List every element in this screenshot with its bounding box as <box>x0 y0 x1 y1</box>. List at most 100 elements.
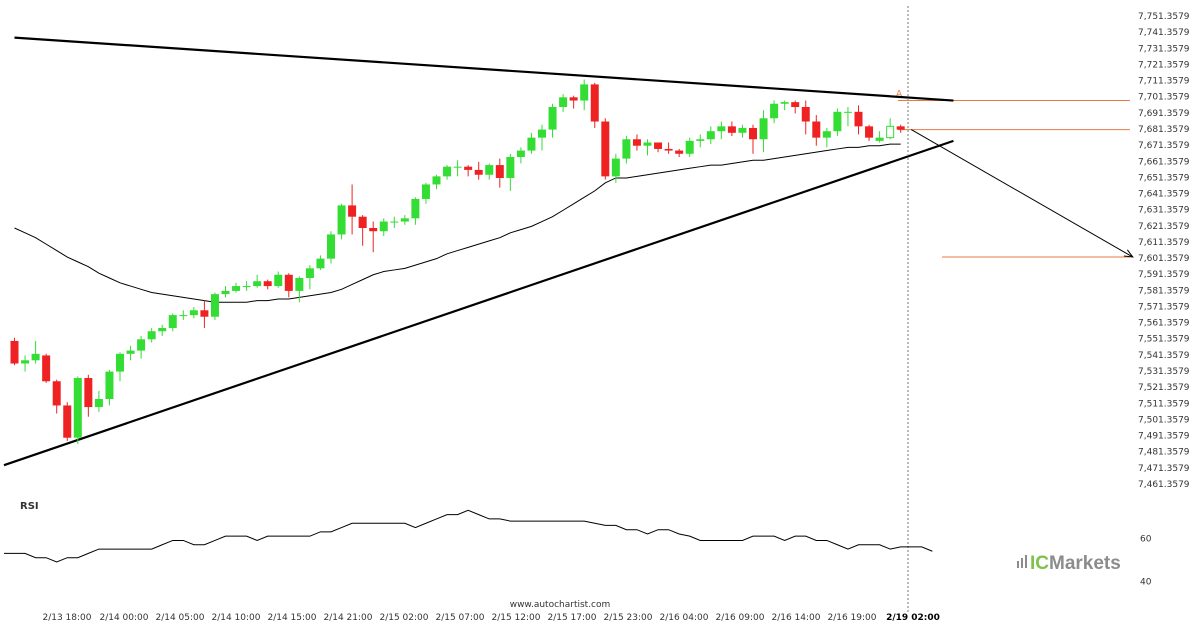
price-tick-label: 7,731.3579 <box>1138 44 1190 54</box>
time-tick-label: 2/15 02:00 <box>379 613 428 623</box>
candle-body <box>369 227 378 232</box>
candle-body <box>116 353 124 372</box>
rsi-title: RSI <box>20 501 39 512</box>
candle-body <box>147 331 156 340</box>
candle <box>137 336 146 359</box>
candle-body <box>538 129 546 138</box>
rsi-panel: RSI 60 40 <box>3 501 1152 587</box>
price-tick-label: 7,711.3579 <box>1138 77 1190 87</box>
candle <box>358 215 367 246</box>
candle <box>875 131 884 143</box>
candle <box>158 324 167 337</box>
candle <box>21 355 30 372</box>
candle-body <box>685 140 694 154</box>
price-tick-label: 7,471.3579 <box>1138 464 1190 474</box>
candle <box>812 115 821 146</box>
candle <box>316 255 325 270</box>
resistance-trendline <box>14 36 954 102</box>
candle <box>400 215 409 225</box>
price-tick-label: 7,551.3579 <box>1138 335 1190 345</box>
candle-body <box>791 102 800 107</box>
candle <box>369 221 378 253</box>
price-axis: 7,751.3579 7,741.3579 7,731.3579 7,721.3579… <box>1138 12 1190 490</box>
candle-body <box>432 176 441 185</box>
candle <box>168 313 177 332</box>
candle-body <box>189 310 198 316</box>
candle <box>52 379 61 414</box>
candle-body <box>253 281 262 287</box>
candle <box>611 153 620 183</box>
candle-body <box>179 315 188 317</box>
candle <box>622 136 631 164</box>
candle-body <box>611 158 620 177</box>
time-tick-label: 2/14 05:00 <box>155 613 204 623</box>
candle-body <box>21 360 30 364</box>
candle-body <box>706 131 715 140</box>
candle <box>84 374 93 417</box>
candle <box>833 108 842 137</box>
candle-body <box>854 111 863 127</box>
candle-body <box>474 169 483 175</box>
price-tick-label: 7,601.3579 <box>1138 254 1190 264</box>
svg-text:ICMarkets: ICMarkets <box>1030 553 1121 574</box>
candle-body <box>749 127 757 140</box>
candle <box>390 216 399 228</box>
candle <box>464 165 473 177</box>
price-tick-label: 7,501.3579 <box>1138 415 1190 425</box>
price-tick-label: 7,681.3579 <box>1138 125 1190 135</box>
price-tick-label: 7,611.3579 <box>1138 238 1190 248</box>
candle <box>675 148 684 158</box>
forecast-line <box>911 129 1134 258</box>
rsi-line <box>3 509 933 563</box>
candle <box>738 124 747 138</box>
candle-body <box>569 97 578 101</box>
candle-body <box>390 221 399 223</box>
price-tick-label: 7,591.3579 <box>1138 270 1190 280</box>
candle-body <box>126 350 135 354</box>
candle-body <box>664 148 673 151</box>
candle-body <box>348 205 357 217</box>
candle <box>305 265 314 290</box>
candle <box>453 160 462 177</box>
source-watermark: www.autochartist.com <box>510 600 611 610</box>
candle-body <box>527 137 536 151</box>
candle <box>274 271 283 288</box>
candle-body <box>52 381 61 406</box>
candle <box>822 127 831 148</box>
price-tick-label: 7,651.3579 <box>1138 173 1190 183</box>
candle <box>759 110 768 153</box>
forecast-arrowhead <box>1123 249 1134 258</box>
candle-body <box>548 106 557 130</box>
candle-body <box>73 378 82 438</box>
brand-suffix: Markets <box>1049 553 1121 574</box>
candle <box>421 182 430 204</box>
candle-body <box>590 84 599 122</box>
candlesticks <box>10 79 905 445</box>
candle-body <box>601 121 610 177</box>
candle-body <box>221 290 230 295</box>
candle <box>474 161 483 180</box>
candle-body <box>801 106 810 122</box>
candle-body <box>443 166 452 177</box>
candle-body <box>137 339 146 351</box>
candle-body <box>485 165 494 175</box>
candle <box>664 142 673 154</box>
time-tick-label: 2/16 19:00 <box>827 613 876 623</box>
candle <box>685 137 694 158</box>
trendlines <box>3 36 954 467</box>
candle-body <box>263 281 272 287</box>
candle-body <box>337 205 346 235</box>
candle <box>791 100 800 114</box>
time-tick-label: 2/16 14:00 <box>771 613 820 623</box>
candle-body <box>643 142 652 146</box>
candle <box>337 203 346 240</box>
candle-body <box>580 84 589 101</box>
candle-body <box>675 150 684 154</box>
candle <box>548 103 557 138</box>
candle <box>327 231 335 264</box>
candle-body <box>833 111 842 132</box>
price-tick-label: 7,621.3579 <box>1138 222 1190 232</box>
candle <box>73 376 82 445</box>
candle-body <box>84 378 93 408</box>
